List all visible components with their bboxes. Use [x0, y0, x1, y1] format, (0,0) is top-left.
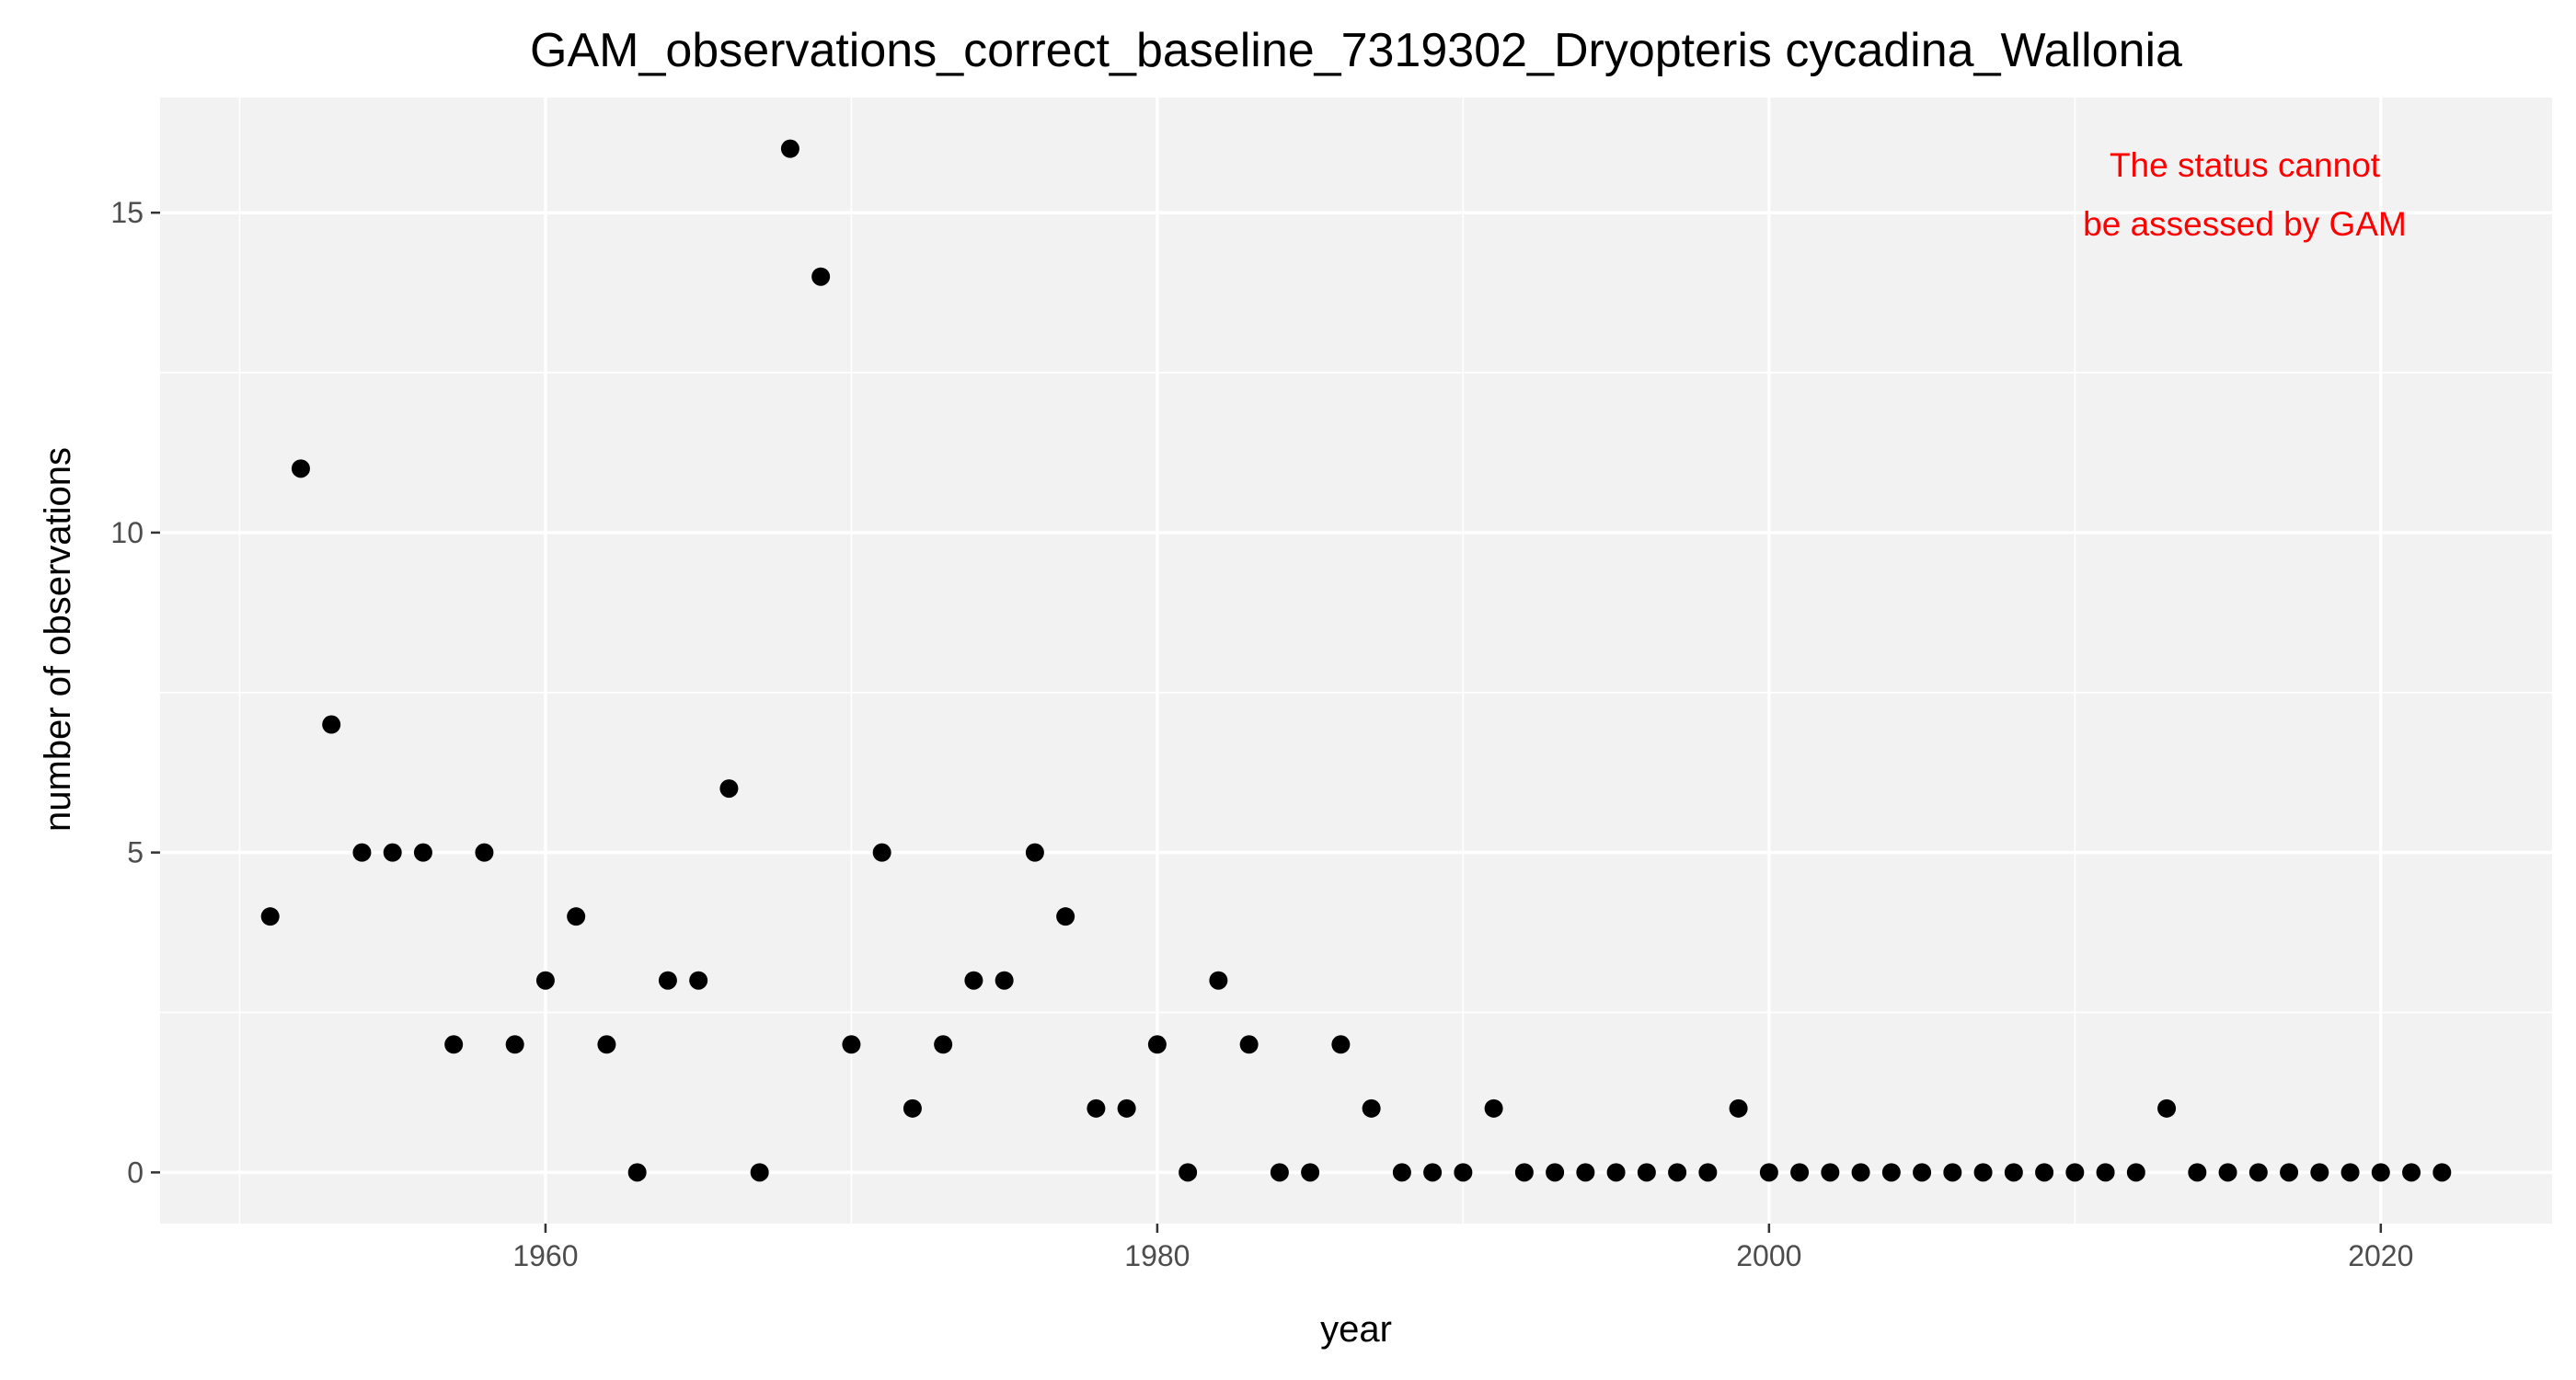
data-point: [2310, 1163, 2329, 1182]
x-tick-label: 2020: [2348, 1239, 2413, 1272]
y-axis-title: number of observations: [38, 447, 78, 832]
x-tick-label: 1960: [512, 1239, 578, 1272]
data-point: [505, 1035, 524, 1054]
data-point: [689, 971, 708, 990]
data-point: [2065, 1163, 2085, 1182]
data-point: [1913, 1163, 1932, 1182]
data-point: [260, 907, 280, 926]
data-points: [260, 139, 2452, 1182]
data-point: [1056, 907, 1075, 926]
data-point: [2188, 1163, 2207, 1182]
data-point: [1943, 1163, 1962, 1182]
data-point: [964, 971, 983, 990]
x-axis-title: year: [1320, 1309, 1392, 1350]
y-tick-label: 0: [127, 1156, 144, 1189]
x-axis: 1960 1980 2000 2020: [512, 1224, 2413, 1272]
data-point: [1454, 1163, 1473, 1182]
data-point: [2157, 1098, 2177, 1118]
plot-panel: [160, 98, 2552, 1224]
data-point: [2280, 1163, 2299, 1182]
data-point: [811, 267, 831, 286]
data-point: [995, 971, 1014, 990]
data-point: [1301, 1163, 1320, 1182]
data-point: [291, 459, 310, 478]
data-point: [1729, 1098, 1748, 1118]
data-point: [1851, 1163, 1870, 1182]
x-tick-label: 2000: [1736, 1239, 1801, 1272]
data-point: [2126, 1163, 2145, 1182]
data-point: [444, 1035, 464, 1054]
data-point: [1392, 1163, 1411, 1182]
data-point: [2371, 1163, 2390, 1182]
data-point: [2340, 1163, 2360, 1182]
data-point: [1881, 1163, 1901, 1182]
data-point: [2218, 1163, 2237, 1182]
y-tick-label: 15: [110, 196, 144, 229]
data-point: [352, 843, 372, 862]
data-point: [1514, 1163, 1534, 1182]
data-point: [903, 1098, 922, 1118]
data-point: [2004, 1163, 2023, 1182]
chart-title: GAM_observations_correct_baseline_731930…: [530, 24, 2182, 77]
data-point: [1484, 1098, 1503, 1118]
data-point: [658, 971, 677, 990]
data-point: [1821, 1163, 1840, 1182]
y-axis: 0 5 10 15: [110, 196, 160, 1189]
data-point: [1362, 1098, 1381, 1118]
data-point: [1637, 1163, 1656, 1182]
data-point: [627, 1163, 647, 1182]
data-point: [1209, 971, 1228, 990]
y-tick-label: 5: [127, 836, 144, 869]
data-point: [1668, 1163, 1687, 1182]
data-point: [1270, 1163, 1289, 1182]
annotation-line: The status cannot: [2110, 146, 2381, 184]
data-point: [597, 1035, 616, 1054]
data-point: [1025, 843, 1044, 862]
data-point: [383, 843, 402, 862]
data-point: [1698, 1163, 1718, 1182]
data-point: [1759, 1163, 1778, 1182]
data-point: [750, 1163, 769, 1182]
major-gridlines: [160, 98, 2552, 1224]
data-point: [872, 843, 891, 862]
data-point: [2248, 1163, 2268, 1182]
data-point: [1576, 1163, 1595, 1182]
data-point: [2096, 1163, 2115, 1182]
data-point: [1239, 1035, 1259, 1054]
annotation-line: be assessed by GAM: [2083, 205, 2407, 243]
data-point: [1546, 1163, 1565, 1182]
data-point: [535, 971, 555, 990]
y-tick-label: 10: [110, 516, 144, 549]
data-point: [1331, 1035, 1351, 1054]
data-point: [567, 907, 586, 926]
data-point: [1147, 1035, 1167, 1054]
data-point: [2402, 1163, 2421, 1182]
data-point: [780, 139, 799, 158]
data-point: [1179, 1163, 1198, 1182]
data-point: [1117, 1098, 1136, 1118]
data-point: [719, 779, 739, 799]
status-annotation: The status cannot be assessed by GAM: [2083, 146, 2407, 243]
data-point: [2432, 1163, 2452, 1182]
data-point: [475, 843, 494, 862]
data-point: [2035, 1163, 2054, 1182]
data-point: [934, 1035, 953, 1054]
data-point: [322, 715, 341, 734]
x-tick-label: 1980: [1124, 1239, 1190, 1272]
data-point: [1423, 1163, 1443, 1182]
data-point: [1790, 1163, 1810, 1182]
minor-gridlines: [160, 98, 2552, 1224]
data-point: [1973, 1163, 1993, 1182]
data-point: [842, 1035, 861, 1054]
data-point: [413, 843, 432, 862]
data-point: [1087, 1098, 1106, 1118]
data-point: [1606, 1163, 1626, 1182]
